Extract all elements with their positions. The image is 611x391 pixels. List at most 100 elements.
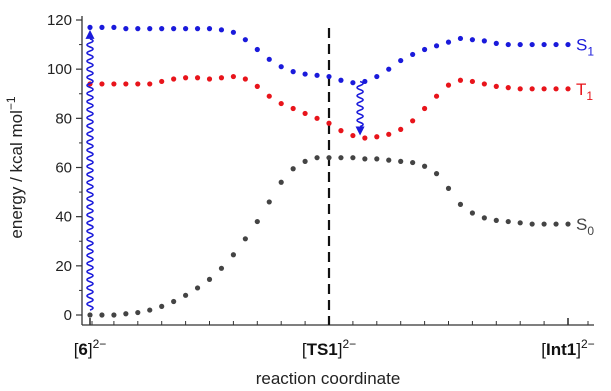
- y-tick-label: 120: [47, 12, 72, 29]
- data-point-S0: [481, 215, 487, 221]
- data-point-S1: [541, 41, 547, 48]
- data-point-S1: [111, 24, 117, 30]
- data-point-S1: [135, 26, 141, 32]
- data-point-S0: [99, 312, 105, 318]
- data-point-S1: [326, 73, 332, 80]
- series-S1: [87, 24, 571, 86]
- data-point-S1: [266, 56, 272, 62]
- data-point-S1: [183, 26, 189, 32]
- y-tick-label: 100: [47, 61, 72, 78]
- y-axis-label: energy / kcal mol−1: [4, 96, 26, 239]
- data-point-T1: [481, 81, 487, 87]
- wavy-arrow-shaft: [356, 80, 364, 128]
- wavy-arrow-shaft: [86, 38, 94, 311]
- data-point-T1: [218, 75, 225, 81]
- x-category-charge: 2−: [581, 337, 595, 351]
- x-category-label: [Int1]2−: [541, 337, 594, 359]
- data-point-T1: [302, 110, 308, 117]
- data-point-T1: [171, 76, 177, 82]
- arrow-head: [355, 126, 365, 136]
- data-point-S0: [314, 155, 320, 161]
- data-point-T1: [194, 75, 201, 81]
- x-category-bracket-open: [: [74, 340, 79, 359]
- data-point-S1: [159, 26, 165, 32]
- y-tick-label: 40: [55, 209, 72, 226]
- arrow-head: [85, 29, 95, 39]
- x-category-label: [6]2−: [74, 337, 107, 359]
- data-point-S1: [314, 72, 320, 78]
- y-axis-label-exponent: −1: [4, 96, 18, 110]
- y-axis-label-main: energy / kcal mol: [7, 110, 26, 239]
- data-point-T1: [183, 75, 189, 81]
- series-S0: [87, 155, 571, 318]
- data-point-S0: [194, 285, 201, 291]
- data-point-S1: [457, 35, 464, 42]
- data-point-T1: [350, 132, 356, 139]
- data-point-T1: [529, 86, 535, 92]
- series-label-S1: S1: [576, 36, 594, 59]
- data-point-S1: [445, 39, 452, 45]
- data-point-T1: [111, 81, 117, 87]
- data-point-S0: [147, 307, 153, 313]
- data-point-S0: [206, 276, 213, 282]
- data-point-S1: [254, 46, 260, 53]
- data-point-S0: [171, 298, 177, 305]
- data-point-S0: [398, 158, 404, 164]
- data-point-S0: [338, 155, 344, 161]
- data-point-S0: [410, 159, 416, 166]
- data-point-S0: [565, 221, 571, 227]
- data-point-T1: [517, 86, 523, 92]
- data-point-S1: [374, 73, 380, 80]
- data-point-T1: [541, 86, 547, 92]
- data-point-S1: [517, 41, 523, 48]
- data-point-S1: [350, 80, 356, 86]
- series-label-main: T: [576, 80, 586, 99]
- data-point-S0: [493, 217, 499, 223]
- data-point-T1: [326, 120, 332, 126]
- data-point-S0: [529, 221, 535, 227]
- data-point-S1: [565, 41, 571, 48]
- data-point-T1: [159, 78, 165, 85]
- x-category-name: Int1: [546, 340, 576, 359]
- data-point-S1: [206, 26, 213, 32]
- data-point-S1: [218, 27, 225, 33]
- data-point-S0: [302, 158, 308, 164]
- series-label-subscript: 0: [587, 224, 594, 238]
- data-point-T1: [147, 81, 153, 87]
- data-point-T1: [469, 78, 475, 85]
- data-point-S0: [350, 155, 356, 161]
- data-point-S0: [290, 166, 296, 172]
- data-point-T1: [135, 81, 141, 87]
- data-point-S1: [194, 26, 201, 32]
- y-tick-label: 20: [55, 258, 72, 275]
- data-point-T1: [398, 126, 404, 132]
- x-category-name: TS1: [307, 340, 338, 359]
- series-label-subscript: 1: [587, 45, 594, 59]
- data-point-S0: [386, 157, 392, 163]
- data-point-S1: [433, 43, 440, 49]
- data-point-T1: [278, 100, 284, 107]
- data-point-S0: [111, 312, 117, 318]
- data-point-S0: [517, 220, 523, 226]
- data-point-T1: [362, 135, 368, 141]
- data-point-S1: [505, 41, 511, 48]
- x-category-bracket-open: [: [541, 340, 546, 359]
- data-point-T1: [290, 105, 296, 112]
- data-point-S0: [362, 156, 368, 162]
- data-point-T1: [99, 81, 105, 87]
- y-tick-label: 0: [64, 307, 72, 324]
- data-point-S0: [445, 185, 452, 191]
- data-point-S0: [433, 171, 440, 177]
- data-point-T1: [206, 76, 213, 82]
- data-point-S1: [386, 66, 392, 72]
- data-point-S0: [242, 236, 248, 242]
- data-point-S1: [338, 77, 344, 83]
- x-axis-label: reaction coordinate: [256, 369, 401, 388]
- data-point-T1: [410, 118, 416, 124]
- data-point-S1: [302, 71, 308, 77]
- series-label-T1: T1: [576, 80, 593, 103]
- y-axis-ticks: 0 20 40 60 80 100 120: [47, 12, 82, 324]
- data-point-S0: [159, 303, 165, 309]
